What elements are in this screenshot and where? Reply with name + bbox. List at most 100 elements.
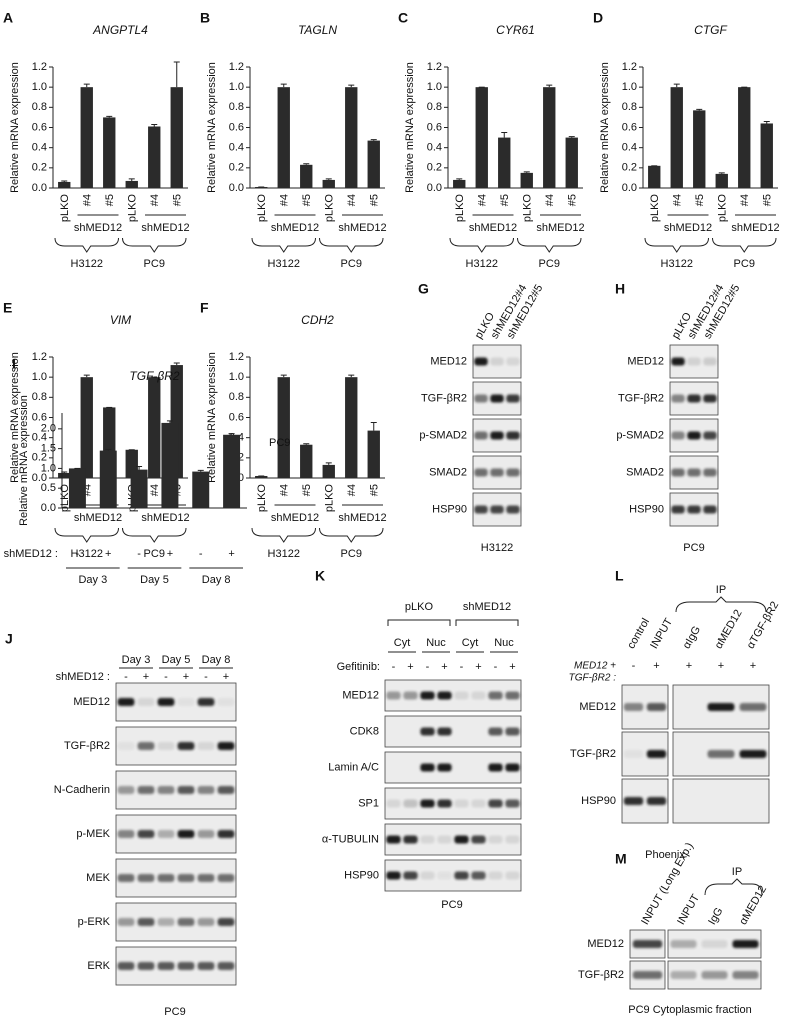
blot-frame — [115, 814, 237, 854]
sign: + — [475, 661, 481, 673]
x-tick-label: + — [105, 548, 111, 560]
y-tick-label: 0.4 — [622, 142, 637, 154]
y-tick-label: 1.2 — [229, 61, 244, 73]
y-tick-label: 1.5 — [41, 443, 56, 455]
sub-label: shMED12 — [141, 512, 189, 524]
sign: - — [460, 661, 464, 673]
factor-label: TGF-βR2 : — [569, 673, 617, 684]
bar — [760, 123, 773, 188]
x-tick-label: #4 — [279, 194, 291, 206]
y-tick-label: 0.6 — [427, 121, 442, 133]
y-tick-label: 1.0 — [622, 81, 637, 93]
band — [474, 357, 488, 366]
band — [137, 830, 155, 838]
band — [703, 394, 717, 403]
brace — [54, 527, 119, 543]
panel-letter: K — [315, 568, 325, 584]
blot-frame — [115, 858, 237, 898]
cell-line-label: PC9 — [734, 258, 755, 270]
group-label: Day 8 — [202, 574, 231, 586]
y-tick-label: 2.0 — [41, 423, 56, 435]
band — [157, 918, 175, 926]
band — [137, 742, 155, 750]
panel-letter: A — [3, 10, 13, 26]
bar — [170, 87, 183, 188]
bar — [277, 377, 290, 478]
x-tick-label: #5 — [762, 194, 774, 206]
band — [701, 971, 728, 979]
band — [671, 431, 685, 440]
band — [490, 394, 504, 403]
bar — [125, 180, 138, 188]
blot-caption: PC9 — [683, 542, 704, 554]
bar — [80, 87, 93, 188]
brace — [122, 527, 187, 543]
brace — [455, 619, 519, 626]
band — [177, 874, 195, 882]
y-tick-label: 0.8 — [32, 101, 47, 113]
band — [646, 797, 667, 805]
blot-frame — [115, 682, 237, 722]
band — [490, 357, 504, 366]
band — [471, 835, 486, 844]
band — [437, 727, 452, 736]
error-bar — [546, 84, 553, 88]
band — [646, 750, 667, 758]
y-tick-label: 1.2 — [622, 61, 637, 73]
band — [707, 750, 735, 758]
y-tick-label: 0.2 — [32, 162, 47, 174]
ip-label: IP — [716, 584, 726, 596]
x-tick-label: #5 — [499, 194, 511, 206]
blot-row-label: TGF-βR2 — [421, 392, 467, 404]
bar — [58, 472, 71, 478]
x-tick-label: #4 — [149, 194, 161, 206]
band — [403, 691, 418, 700]
band — [217, 698, 235, 706]
band — [506, 357, 520, 366]
y-tick-label: 1.0 — [229, 371, 244, 383]
blot-row-label: ERK — [87, 960, 110, 972]
x-tick-label: #4 — [672, 194, 684, 206]
bar — [693, 110, 706, 188]
band — [420, 799, 435, 808]
factor-label: MED12 + — [574, 661, 616, 672]
x-tick-label: pLKO — [649, 194, 661, 223]
chart-title: CYR61 — [496, 23, 535, 37]
band — [474, 431, 488, 440]
band — [703, 431, 717, 440]
sign: - — [426, 661, 430, 673]
y-tick-label: 0.0 — [229, 182, 244, 194]
chart-title: ANGPTL4 — [92, 23, 148, 37]
cell-line-label: H3122 — [661, 258, 693, 270]
sign: - — [494, 661, 498, 673]
band — [454, 835, 469, 844]
band — [623, 797, 644, 805]
band — [505, 799, 520, 808]
x-tick-label: #5 — [369, 484, 381, 496]
band — [437, 835, 452, 844]
fraction-label: Cyt — [394, 637, 411, 649]
bar — [670, 87, 683, 188]
x-tick-label: #4 — [544, 194, 556, 206]
band — [177, 830, 195, 838]
error-bar — [696, 108, 703, 111]
blot-caption: PC9 — [164, 1006, 185, 1018]
x-tick-label: #4 — [477, 194, 489, 206]
band — [217, 962, 235, 970]
error-bar — [151, 123, 158, 127]
blot-frame — [115, 726, 237, 766]
sub-label: shMED12 — [536, 222, 584, 234]
sub-label: shMED12 — [338, 512, 386, 524]
error-bar — [325, 178, 332, 180]
bar — [80, 377, 93, 478]
x-tick-label: #5 — [301, 194, 313, 206]
y-axis-label: Relative mRNA expression — [9, 352, 21, 483]
band — [623, 750, 644, 758]
bar — [255, 186, 268, 188]
band — [506, 505, 520, 514]
blot-frame — [115, 946, 237, 986]
error-bar — [370, 422, 377, 431]
brace — [704, 878, 763, 896]
band — [157, 874, 175, 882]
y-tick-label: 0.0 — [427, 182, 442, 194]
